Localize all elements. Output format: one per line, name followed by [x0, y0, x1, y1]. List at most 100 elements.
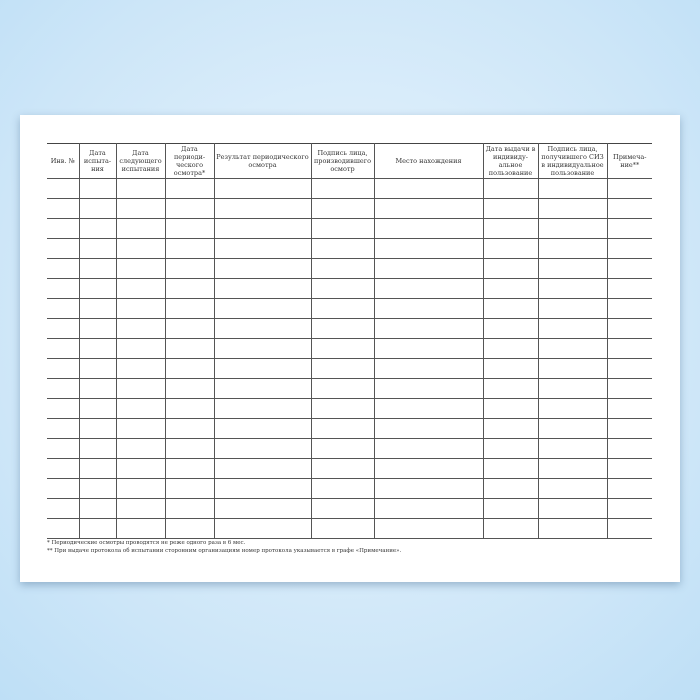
- table-cell[interactable]: [164, 178, 215, 199]
- table-cell[interactable]: [537, 178, 608, 199]
- table-cell[interactable]: [373, 238, 484, 259]
- table-cell[interactable]: [213, 358, 312, 379]
- table-cell[interactable]: [78, 398, 117, 419]
- table-cell[interactable]: [115, 518, 166, 539]
- table-cell[interactable]: [213, 518, 312, 539]
- table-cell[interactable]: [482, 298, 539, 319]
- table-cell[interactable]: [115, 498, 166, 519]
- table-cell[interactable]: [482, 278, 539, 299]
- table-cell[interactable]: [115, 278, 166, 299]
- table-cell[interactable]: [310, 498, 375, 519]
- table-cell[interactable]: [373, 518, 484, 539]
- table-cell[interactable]: [537, 198, 608, 219]
- table-cell[interactable]: [115, 218, 166, 239]
- table-cell[interactable]: [78, 258, 117, 279]
- table-cell[interactable]: [47, 318, 80, 339]
- table-cell[interactable]: [373, 398, 484, 419]
- table-cell[interactable]: [606, 258, 652, 279]
- table-cell[interactable]: [213, 318, 312, 339]
- table-cell[interactable]: [606, 218, 652, 239]
- table-cell[interactable]: [78, 458, 117, 479]
- table-cell[interactable]: [213, 238, 312, 259]
- table-cell[interactable]: [537, 498, 608, 519]
- table-cell[interactable]: [213, 378, 312, 399]
- table-cell[interactable]: [482, 418, 539, 439]
- table-cell[interactable]: [310, 218, 375, 239]
- table-cell[interactable]: [213, 418, 312, 439]
- table-cell[interactable]: [537, 258, 608, 279]
- table-cell[interactable]: [606, 318, 652, 339]
- table-cell[interactable]: [115, 398, 166, 419]
- table-cell[interactable]: [164, 438, 215, 459]
- table-cell[interactable]: [78, 518, 117, 539]
- table-cell[interactable]: [482, 258, 539, 279]
- table-cell[interactable]: [47, 178, 80, 199]
- table-cell[interactable]: [606, 338, 652, 359]
- table-cell[interactable]: [606, 298, 652, 319]
- table-cell[interactable]: [310, 378, 375, 399]
- table-cell[interactable]: [213, 478, 312, 499]
- table-cell[interactable]: [115, 438, 166, 459]
- table-cell[interactable]: [78, 378, 117, 399]
- table-cell[interactable]: [373, 258, 484, 279]
- table-cell[interactable]: [115, 318, 166, 339]
- table-cell[interactable]: [47, 258, 80, 279]
- table-cell[interactable]: [482, 218, 539, 239]
- table-cell[interactable]: [373, 298, 484, 319]
- table-cell[interactable]: [482, 238, 539, 259]
- table-cell[interactable]: [482, 478, 539, 499]
- table-cell[interactable]: [78, 418, 117, 439]
- table-cell[interactable]: [115, 458, 166, 479]
- table-cell[interactable]: [310, 418, 375, 439]
- table-cell[interactable]: [373, 458, 484, 479]
- table-cell[interactable]: [310, 278, 375, 299]
- table-cell[interactable]: [164, 318, 215, 339]
- table-cell[interactable]: [164, 278, 215, 299]
- table-cell[interactable]: [78, 478, 117, 499]
- table-cell[interactable]: [47, 218, 80, 239]
- table-cell[interactable]: [373, 338, 484, 359]
- table-cell[interactable]: [537, 478, 608, 499]
- table-cell[interactable]: [78, 498, 117, 519]
- table-cell[interactable]: [606, 198, 652, 219]
- table-cell[interactable]: [213, 278, 312, 299]
- table-cell[interactable]: [213, 498, 312, 519]
- table-cell[interactable]: [373, 218, 484, 239]
- table-cell[interactable]: [115, 358, 166, 379]
- table-cell[interactable]: [213, 298, 312, 319]
- table-cell[interactable]: [310, 298, 375, 319]
- table-cell[interactable]: [310, 178, 375, 199]
- table-cell[interactable]: [310, 338, 375, 359]
- table-cell[interactable]: [482, 338, 539, 359]
- table-cell[interactable]: [310, 358, 375, 379]
- table-cell[interactable]: [47, 238, 80, 259]
- table-cell[interactable]: [606, 178, 652, 199]
- table-cell[interactable]: [373, 358, 484, 379]
- table-cell[interactable]: [78, 318, 117, 339]
- table-cell[interactable]: [373, 318, 484, 339]
- table-cell[interactable]: [115, 378, 166, 399]
- table-cell[interactable]: [47, 358, 80, 379]
- table-cell[interactable]: [164, 418, 215, 439]
- table-cell[interactable]: [164, 458, 215, 479]
- table-cell[interactable]: [482, 438, 539, 459]
- table-cell[interactable]: [482, 518, 539, 539]
- table-cell[interactable]: [537, 358, 608, 379]
- table-cell[interactable]: [78, 438, 117, 459]
- table-cell[interactable]: [164, 338, 215, 359]
- table-cell[interactable]: [310, 198, 375, 219]
- table-cell[interactable]: [78, 358, 117, 379]
- table-cell[interactable]: [213, 338, 312, 359]
- table-cell[interactable]: [537, 398, 608, 419]
- table-cell[interactable]: [47, 518, 80, 539]
- table-cell[interactable]: [537, 458, 608, 479]
- table-cell[interactable]: [606, 478, 652, 499]
- table-cell[interactable]: [537, 318, 608, 339]
- table-cell[interactable]: [537, 278, 608, 299]
- table-cell[interactable]: [537, 438, 608, 459]
- table-cell[interactable]: [482, 458, 539, 479]
- table-cell[interactable]: [482, 178, 539, 199]
- table-cell[interactable]: [606, 518, 652, 539]
- table-cell[interactable]: [47, 418, 80, 439]
- table-cell[interactable]: [213, 218, 312, 239]
